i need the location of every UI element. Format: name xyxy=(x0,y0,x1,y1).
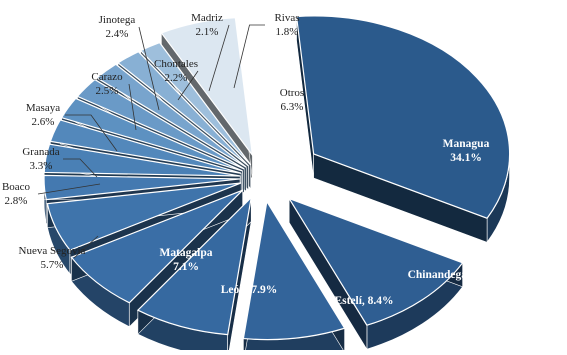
label-value-chontales: 2.2% xyxy=(165,72,188,84)
label-name-nueva-segovia: Nueva Segovia xyxy=(19,245,86,257)
slice-leon xyxy=(136,195,253,336)
slice-granada xyxy=(43,143,241,177)
label-name-boaco: Boaco xyxy=(2,181,31,193)
label-managua: Managua 34.1% xyxy=(443,138,490,164)
label-value-jinotega: 2.4% xyxy=(106,28,129,40)
slice-carazo xyxy=(60,97,243,172)
slice-jinotega xyxy=(76,78,245,170)
leader-line-carazo xyxy=(128,83,137,131)
label-name-masaya: Masaya xyxy=(26,102,60,114)
label-madriz: Madriz 2.1% xyxy=(191,12,223,38)
label-value-boaco: 2.8% xyxy=(5,195,28,207)
label-name-granada: Granada xyxy=(22,146,59,158)
label-name-managua: Managua xyxy=(443,138,490,150)
label-value-otros: 6.3% xyxy=(281,101,304,113)
label-name-chontales: Chontales xyxy=(154,58,198,70)
leader-line-boaco xyxy=(37,183,101,195)
label-value-carazo: 2.5% xyxy=(96,85,119,97)
slice-chontales xyxy=(95,63,247,168)
label-leon: León, 7.9% xyxy=(221,284,278,296)
label-name-chinandega: Chinandega, 10.8% xyxy=(408,269,505,281)
label-value-managua: 34.1% xyxy=(450,152,482,164)
slice-tops xyxy=(43,15,511,341)
label-matagalpa: Matagalpa 7.1% xyxy=(159,247,212,273)
label-jinotega: Jinotega 2.4% xyxy=(99,14,136,40)
label-value-madriz: 2.1% xyxy=(196,26,219,38)
label-name-carazo: Carazo xyxy=(91,71,123,83)
slice-nueva-segovia xyxy=(46,182,242,251)
label-carazo: Carazo 2.5% xyxy=(91,71,123,97)
label-boaco: Boaco 2.8% xyxy=(2,181,31,207)
label-value-nueva-segovia: 5.7% xyxy=(41,259,64,271)
leader-line-rivas xyxy=(233,24,265,89)
slice-chinandega xyxy=(287,197,464,326)
label-name-madriz: Madriz xyxy=(191,12,223,24)
slice-labels: Managua 34.1% Chinandega, 10.8% Estelí, 8.4… xyxy=(2,12,504,307)
label-name-matagalpa: Matagalpa xyxy=(159,247,212,259)
slice-madriz xyxy=(116,50,249,167)
slice-otros xyxy=(160,17,254,158)
label-rivas: Rivas 1.8% xyxy=(274,12,299,38)
label-value-matagalpa: 7.1% xyxy=(173,261,199,273)
label-chontales: Chontales 2.2% xyxy=(154,58,198,84)
leader-line-masaya xyxy=(65,114,118,152)
leader-line-chontales xyxy=(177,70,199,101)
slice-masaya xyxy=(49,119,242,174)
label-chinandega: Chinandega, 10.8% xyxy=(408,269,505,281)
slice-matagalpa xyxy=(70,189,244,304)
leader-line-granada xyxy=(63,158,98,178)
slice-rivas xyxy=(139,41,252,166)
leader-line-madriz xyxy=(208,24,230,92)
label-value-granada: 3.3% xyxy=(30,160,53,172)
label-name-rivas: Rivas xyxy=(274,12,299,24)
label-granada: Granada 3.3% xyxy=(22,146,59,172)
label-name-leon: León, 7.9% xyxy=(221,284,278,296)
slice-managua xyxy=(295,15,511,219)
label-nueva-segovia: Nueva Segovia 5.7% xyxy=(19,245,86,271)
leader-line-nueva-segovia xyxy=(73,235,99,259)
leader-lines xyxy=(37,24,265,259)
label-name-otros: Otros xyxy=(280,87,304,99)
label-value-masaya: 2.6% xyxy=(32,116,55,128)
label-value-rivas: 1.8% xyxy=(276,26,299,38)
label-esteli: Estelí, 8.4% xyxy=(334,295,393,307)
label-otros: Otros 6.3% xyxy=(280,87,304,113)
label-name-esteli: Estelí, 8.4% xyxy=(334,295,393,307)
leader-line-jinotega xyxy=(138,26,160,111)
label-masaya: Masaya 2.6% xyxy=(26,102,60,128)
label-name-jinotega: Jinotega xyxy=(99,14,136,26)
slice-esteli xyxy=(242,199,346,341)
slice-boaco xyxy=(43,174,241,201)
